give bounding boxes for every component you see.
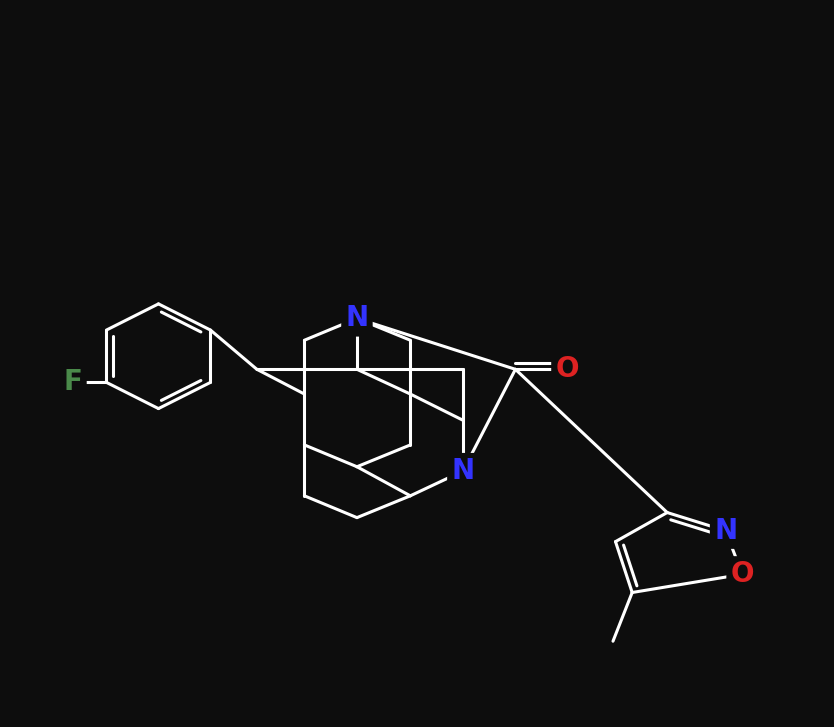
Text: N: N <box>714 517 737 545</box>
Text: O: O <box>731 561 754 588</box>
Text: F: F <box>63 369 83 396</box>
Text: N: N <box>451 457 475 485</box>
Text: N: N <box>345 305 369 332</box>
Text: O: O <box>555 356 579 383</box>
